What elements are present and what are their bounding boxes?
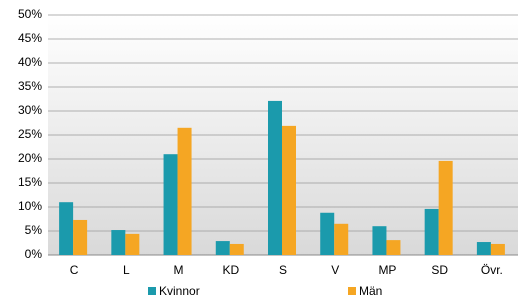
y-tick-label: 45% (18, 31, 42, 45)
x-tick-label: M (174, 263, 184, 277)
x-tick-label: SD (431, 263, 448, 277)
x-tick-label: KD (222, 263, 239, 277)
bar (438, 160, 453, 255)
y-tick-label: 15% (18, 175, 42, 189)
bar (59, 202, 74, 255)
bar (229, 243, 244, 255)
bar (386, 240, 401, 255)
bar (282, 125, 296, 255)
legend-swatch (148, 287, 156, 295)
bar (163, 154, 178, 255)
x-tick-label: MP (378, 263, 396, 277)
y-tick-label: 35% (18, 79, 42, 93)
y-tick-label: 0% (25, 247, 43, 261)
bar (476, 242, 491, 255)
y-tick-label: 10% (18, 199, 42, 213)
bar (424, 208, 439, 255)
bar (215, 241, 230, 255)
x-tick-label: S (279, 263, 287, 277)
bar (268, 100, 282, 255)
y-tick-label: 5% (25, 223, 43, 237)
x-tick-label: V (331, 263, 339, 277)
legend-label: Kvinnor (159, 284, 200, 298)
bar (490, 243, 505, 255)
y-tick-label: 50% (18, 7, 42, 21)
bar (372, 226, 387, 255)
x-tick-label: C (70, 263, 79, 277)
bar (111, 230, 126, 255)
x-tick-label: Övr. (481, 263, 503, 277)
bar (177, 127, 192, 255)
y-tick-label: 40% (18, 55, 42, 69)
bar (125, 233, 140, 255)
bar (320, 212, 335, 255)
y-tick-label: 30% (18, 103, 42, 117)
y-tick-label: 20% (18, 151, 42, 165)
bar (334, 223, 349, 255)
x-tick-label: L (123, 263, 130, 277)
bar (73, 219, 88, 255)
y-tick-label: 25% (18, 127, 42, 141)
legend-label: Män (359, 284, 382, 298)
legend-swatch (348, 287, 356, 295)
